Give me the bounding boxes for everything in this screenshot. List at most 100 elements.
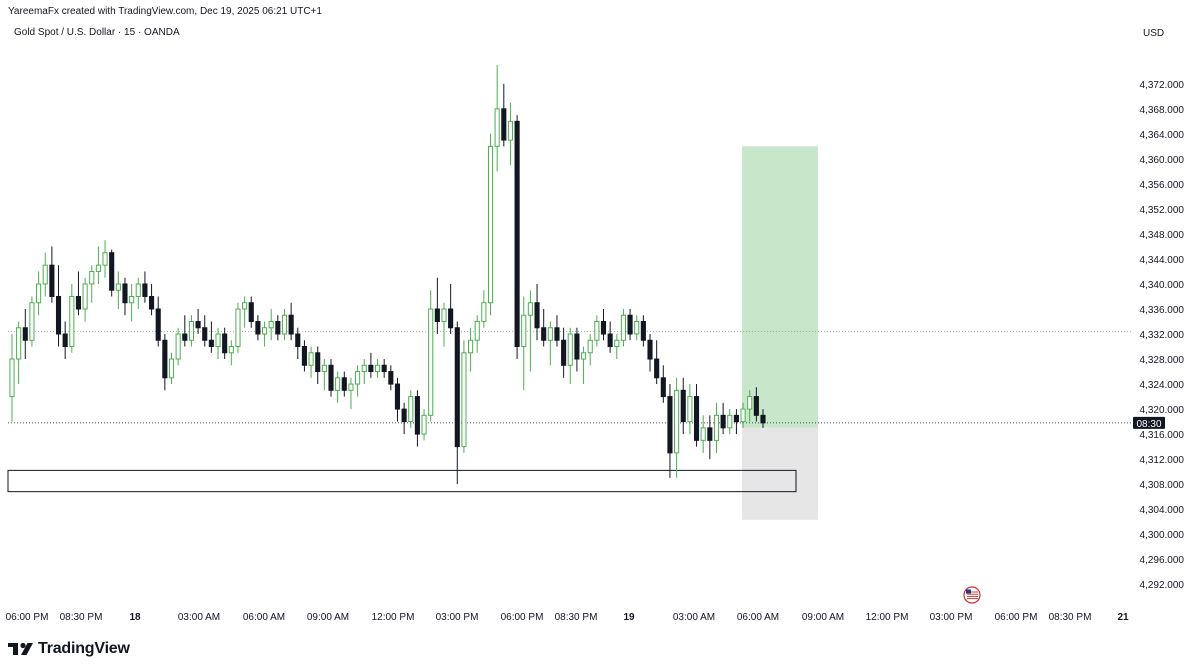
candle: [547, 321, 553, 366]
candle: [527, 290, 533, 372]
tradingview-logo-text: TradingView: [38, 640, 130, 657]
y-tick-label: 4,352.000: [1140, 205, 1185, 216]
candle-body: [122, 283, 128, 304]
y-tick-label: 4,364.000: [1140, 130, 1185, 141]
candle: [248, 296, 254, 328]
candle: [481, 290, 487, 328]
candle-body: [514, 120, 520, 348]
candle-body: [89, 270, 95, 285]
candle-body: [667, 396, 673, 454]
candle: [109, 249, 115, 297]
candle-body: [29, 302, 35, 341]
candle-body: [188, 321, 195, 341]
symbol-title[interactable]: Gold Spot / U.S. Dollar · 15 · OANDA: [14, 27, 180, 38]
candle: [501, 83, 507, 147]
candle-body: [547, 327, 553, 341]
candle: [89, 265, 95, 303]
x-tick-label: 06:00 PM: [995, 612, 1038, 623]
candle-body: [115, 283, 121, 291]
x-tick-label: 21: [1117, 612, 1129, 623]
candle: [441, 302, 447, 347]
candle: [215, 327, 221, 360]
candle: [514, 115, 520, 360]
candle: [474, 315, 480, 353]
candle: [102, 240, 108, 278]
candle: [348, 377, 354, 410]
candle-body: [753, 396, 759, 416]
candle: [507, 102, 514, 166]
candle: [587, 334, 593, 366]
y-tick-label: 4,308.000: [1140, 480, 1185, 491]
tradingview-logo-icon: [8, 642, 33, 655]
candle-body: [142, 283, 148, 297]
candle-body: [700, 427, 706, 441]
candle-body: [228, 346, 234, 354]
us-flag-event-icon[interactable]: [963, 586, 981, 604]
candle-body: [727, 414, 733, 429]
candle-body: [587, 339, 593, 354]
candle: [255, 315, 261, 341]
x-tick-label: 19: [623, 612, 635, 623]
candle: [9, 334, 15, 422]
x-tick-label: 06:00 PM: [6, 612, 49, 623]
candle: [428, 290, 434, 422]
candle-body: [255, 321, 261, 335]
candle: [727, 409, 733, 435]
stop-loss-zone[interactable]: [742, 427, 818, 520]
candle: [747, 390, 753, 422]
candle-body: [394, 383, 401, 410]
candle: [454, 321, 460, 485]
candle-body: [487, 145, 494, 304]
candle-body: [348, 383, 354, 391]
candle-body: [680, 389, 686, 423]
candle-body: [42, 264, 48, 285]
candle-body: [468, 339, 474, 354]
candle-body: [82, 283, 88, 310]
candle-body: [554, 327, 560, 341]
y-tick-label: 4,292.000: [1140, 580, 1185, 591]
tradingview-logo[interactable]: TradingView: [8, 638, 130, 660]
candle-body: [22, 327, 28, 341]
candle-body: [541, 327, 547, 341]
candle: [235, 302, 241, 353]
candle-body: [507, 120, 514, 141]
candle-body: [760, 414, 766, 424]
profit-target-zone[interactable]: [742, 146, 818, 428]
candle-body: [248, 302, 254, 323]
candle-body: [647, 339, 653, 360]
candle: [301, 340, 307, 372]
candle-body: [49, 264, 55, 297]
candle-body: [567, 333, 573, 366]
candle: [55, 265, 62, 347]
candle: [29, 296, 35, 347]
candle-body: [580, 352, 587, 360]
candle: [693, 384, 700, 447]
candle: [149, 283, 155, 316]
candle-body: [208, 339, 214, 348]
support-zone-box[interactable]: [7, 469, 797, 493]
candle-body: [640, 321, 646, 341]
candle: [434, 277, 440, 335]
candle: [607, 321, 613, 353]
candle: [640, 315, 646, 347]
candle-body: [414, 396, 420, 435]
candle-body: [361, 364, 367, 373]
y-tick-label: 4,312.000: [1140, 455, 1185, 466]
candle-body: [321, 364, 327, 373]
candle: [261, 321, 268, 347]
candle-body: [355, 371, 361, 385]
candle: [321, 359, 327, 391]
candle-body: [335, 377, 341, 391]
candle: [168, 352, 175, 385]
y-tick-label: 4,336.000: [1140, 305, 1185, 316]
candle: [202, 315, 208, 347]
candle: [335, 371, 341, 403]
candle: [328, 359, 334, 397]
y-tick-label: 4,348.000: [1140, 230, 1185, 241]
x-tick-label: 12:00 PM: [866, 612, 909, 623]
candle: [195, 308, 201, 335]
candle: [521, 296, 527, 391]
candle-body: [654, 358, 660, 379]
candle-body: [55, 295, 62, 335]
